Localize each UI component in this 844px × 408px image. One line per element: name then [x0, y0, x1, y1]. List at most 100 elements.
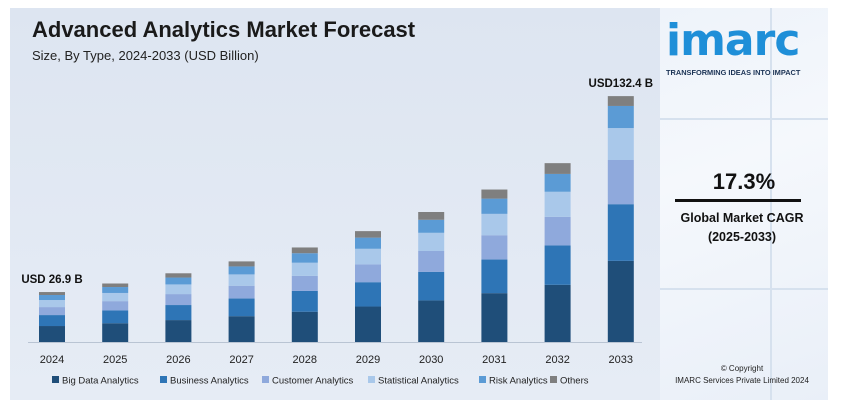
- decor-line: [770, 8, 772, 400]
- bar-segment: [355, 248, 381, 265]
- chart-panel: Advanced Analytics Market Forecast Size,…: [10, 8, 660, 400]
- x-tick-label: 2026: [166, 354, 190, 366]
- x-tick-label: 2033: [609, 354, 633, 366]
- cagr-label-line2: (2025-2033): [707, 230, 777, 244]
- value-annotation: USD132.4 B: [589, 78, 654, 90]
- bar-segment: [39, 315, 65, 327]
- legend-label: Business Analytics: [170, 376, 249, 387]
- x-tick-label: 2030: [419, 354, 443, 366]
- cagr-label: Global Market CAGR (2025-2033): [660, 209, 824, 247]
- bar-segment: [544, 245, 571, 285]
- bar-segment: [165, 320, 192, 342]
- bar-segment: [418, 212, 445, 220]
- bar-segment: [291, 275, 318, 291]
- bar-segment: [39, 292, 65, 296]
- bar-segment: [102, 301, 129, 311]
- x-tick-label: 2025: [103, 354, 127, 366]
- bar-segment: [228, 298, 255, 317]
- bar-segment: [228, 266, 255, 275]
- bar-segment: [355, 264, 381, 283]
- x-tick-label: 2028: [293, 354, 317, 366]
- chart-subtitle: Size, By Type, 2024-2033 (USD Billion): [32, 48, 259, 63]
- x-tick-label: 2029: [356, 354, 380, 366]
- bar-segment: [418, 219, 445, 233]
- bar-segment: [39, 307, 65, 316]
- bar-segment: [291, 311, 318, 342]
- legend-swatch: [262, 376, 269, 383]
- bar-segment: [165, 284, 192, 295]
- x-tick-label: 2032: [545, 354, 569, 366]
- bar-segment: [355, 282, 381, 307]
- decor-line: [660, 118, 828, 120]
- cagr-label-line1: Global Market CAGR: [680, 211, 804, 225]
- copyright: © Copyright IMARC Services Private Limit…: [660, 363, 824, 387]
- bar-segment: [165, 305, 192, 321]
- bar-segment: [228, 274, 255, 286]
- bar-segment: [102, 283, 129, 288]
- legend-swatch: [479, 376, 486, 383]
- bar-segment: [291, 290, 318, 312]
- bar-segment: [481, 235, 508, 260]
- bar-segment: [165, 277, 192, 285]
- bar-segment: [228, 285, 255, 299]
- legend-swatch: [368, 376, 375, 383]
- bar-segment: [355, 237, 381, 249]
- bar-segment: [355, 306, 381, 342]
- legend-swatch: [52, 376, 59, 383]
- bar-segment: [418, 232, 445, 251]
- stacked-bar-chart: 2024 2025 2026 2027 2028 2029 2030 2031 2032 2033…: [21, 78, 654, 387]
- bar-segment: [102, 310, 129, 324]
- bar-segment: [544, 284, 571, 342]
- copyright-line1: © Copyright: [720, 364, 764, 373]
- bar-segment: [418, 251, 445, 272]
- bar-segment: [39, 326, 65, 342]
- legend-swatch: [160, 376, 167, 383]
- bar-segment: [481, 213, 508, 236]
- side-panel: imarc TRANSFORMING IDEAS INTO IMPACT 17.…: [660, 8, 828, 400]
- bar-segment: [291, 247, 318, 254]
- bar-segment: [607, 128, 634, 160]
- bar-segment: [165, 294, 192, 306]
- logo-tagline: TRANSFORMING IDEAS INTO IMPACT: [666, 68, 801, 77]
- copyright-line2: IMARC Services Private Limited 2024: [675, 376, 809, 385]
- bar-segment: [228, 261, 255, 267]
- x-tick-label: 2024: [40, 354, 64, 366]
- bar-segment: [102, 292, 129, 302]
- legend-label: Customer Analytics: [272, 376, 354, 387]
- bar-segment: [544, 173, 571, 192]
- bar-segment: [291, 262, 318, 276]
- legend-label: Big Data Analytics: [62, 376, 139, 387]
- bar-segment: [481, 259, 508, 294]
- bar-segment: [102, 323, 129, 342]
- value-annotation: USD 26.9 B: [21, 274, 82, 286]
- legend-label: Statistical Analytics: [378, 376, 459, 387]
- bar-segment: [355, 231, 381, 238]
- legend-swatch: [550, 376, 557, 383]
- bar-segment: [39, 295, 65, 301]
- bar-segment: [544, 191, 571, 217]
- bar-segment: [39, 300, 65, 308]
- bar-segment: [607, 260, 634, 342]
- bar-segment: [607, 204, 634, 261]
- bar-segment: [607, 160, 634, 205]
- legend-label: Others: [560, 376, 589, 387]
- bar-segment: [418, 300, 445, 342]
- bar-segment: [228, 316, 255, 342]
- cagr-value: 17.3%: [712, 169, 776, 194]
- x-tick-label: 2027: [229, 354, 253, 366]
- bar-segment: [481, 293, 508, 342]
- bar-segment: [102, 287, 129, 293]
- bar-segment: [544, 163, 571, 174]
- bar-segment: [481, 198, 508, 214]
- logo-wordmark: imarc: [666, 15, 800, 66]
- bar-segment: [607, 105, 634, 129]
- legend-label: Risk Analytics: [489, 376, 548, 387]
- bar-segment: [481, 189, 508, 199]
- bar-segment: [607, 96, 634, 106]
- bar-segment: [418, 271, 445, 301]
- imarc-logo: imarc TRANSFORMING IDEAS INTO IMPACT: [666, 15, 826, 78]
- x-tick-label: 2031: [482, 354, 506, 366]
- bar-segment: [544, 216, 571, 246]
- chart-title: Advanced Analytics Market Forecast: [32, 17, 416, 42]
- cagr-divider: [675, 199, 801, 202]
